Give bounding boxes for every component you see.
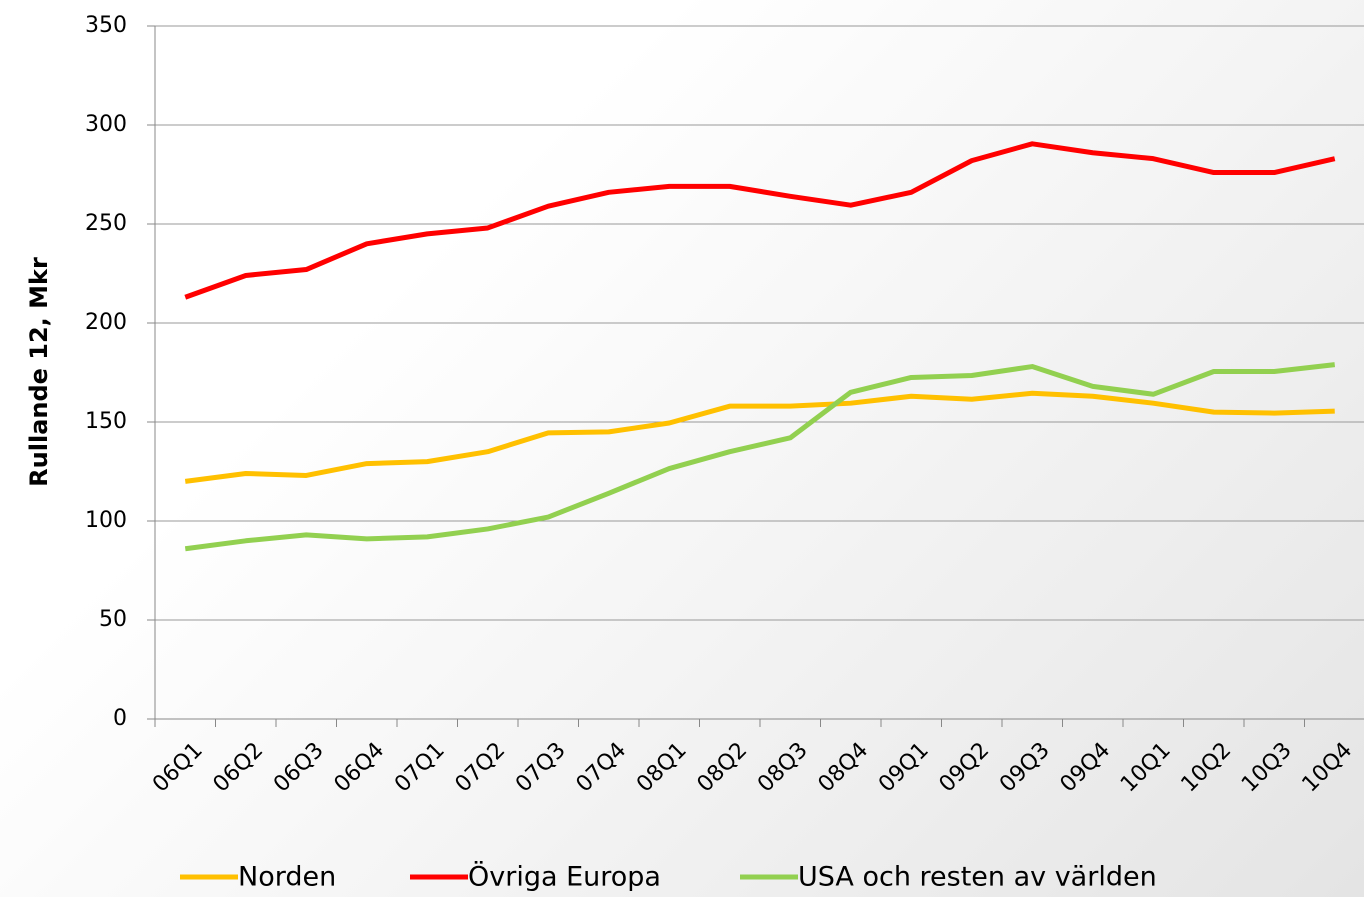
y-tick-label: 0 xyxy=(113,706,127,731)
y-tick-label: 50 xyxy=(99,607,127,632)
y-tick-label: 200 xyxy=(85,310,127,335)
y-axis-title: Rullande 12, Mkr xyxy=(25,257,53,487)
x-tick-label: 07Q2 xyxy=(451,738,511,798)
x-tick-label: 08Q4 xyxy=(814,738,874,798)
series-line xyxy=(184,362,1336,552)
y-tick-label: 150 xyxy=(85,409,127,434)
x-tick-label: 10Q4 xyxy=(1298,738,1358,798)
legend-label: Övriga Europa xyxy=(468,861,661,893)
y-tick-label: 350 xyxy=(85,13,127,38)
x-tick-label: 09Q1 xyxy=(874,738,934,798)
y-tick-label: 250 xyxy=(85,211,127,236)
x-tick-label: 10Q1 xyxy=(1116,738,1176,798)
series-line xyxy=(184,390,1335,484)
x-tick-label: 08Q1 xyxy=(632,738,692,798)
x-tick-label: 07Q4 xyxy=(572,738,632,798)
x-tick-label: 06Q3 xyxy=(269,738,329,798)
x-tick-label: 07Q1 xyxy=(390,738,450,798)
y-tick-label: 300 xyxy=(85,112,127,137)
y-tick-label: 100 xyxy=(85,508,127,533)
legend-label: Norden xyxy=(238,862,336,893)
x-tick-label: 10Q2 xyxy=(1177,738,1237,798)
x-tick-label: 06Q2 xyxy=(209,738,269,798)
x-tick-label: 08Q3 xyxy=(753,738,813,798)
x-tick-label: 06Q4 xyxy=(330,738,390,798)
x-tick-label: 08Q2 xyxy=(693,738,753,798)
legend-label: USA och resten av världen xyxy=(798,862,1157,893)
x-tick-label: 10Q3 xyxy=(1237,738,1297,798)
series-line xyxy=(184,141,1336,300)
x-tick-label: 06Q1 xyxy=(148,738,208,798)
x-tick-label: 09Q2 xyxy=(935,738,995,798)
x-tick-label: 09Q4 xyxy=(1056,738,1116,798)
x-tick-label: 07Q3 xyxy=(511,738,571,798)
x-tick-label: 09Q3 xyxy=(995,738,1055,798)
